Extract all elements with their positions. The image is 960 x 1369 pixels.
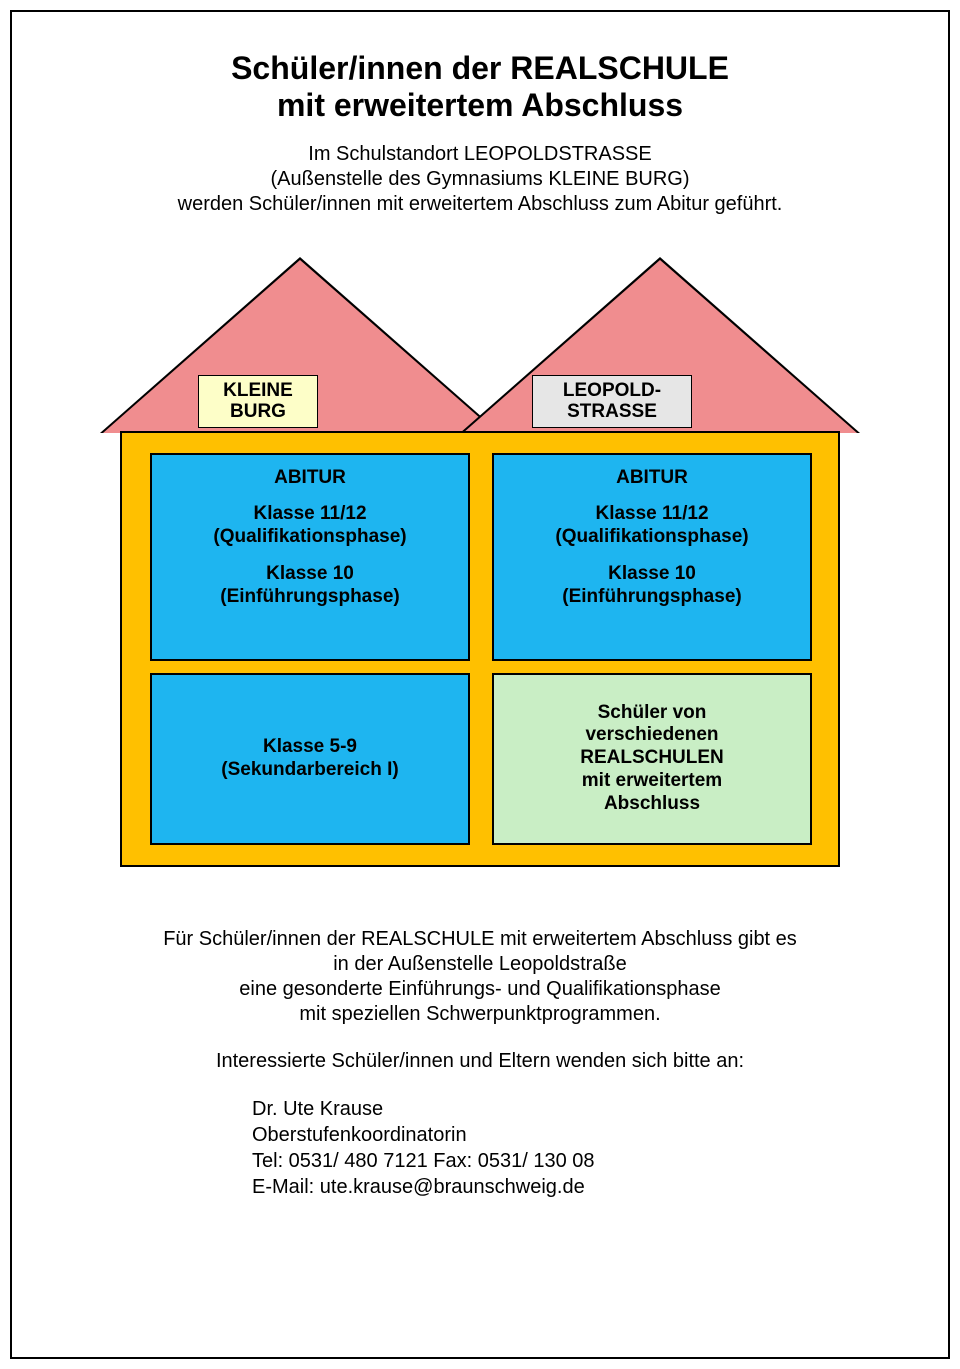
klasse-11-12-block: Klasse 11/12 (Qualifikationsphase) — [162, 503, 458, 549]
footer-paragraph-2: Interessierte Schüler/innen und Eltern w… — [82, 1049, 878, 1074]
contact-role: Oberstufenkoordinatorin — [252, 1124, 467, 1146]
document-page: Schüler/innen der REALSCHULE mit erweite… — [10, 10, 950, 1359]
klasse-11-12-block: Klasse 11/12 (Qualifikationsphase) — [504, 503, 800, 549]
line: eine gesonderte Einführungs- und Qualifi… — [239, 978, 720, 1000]
line: Klasse 10 — [608, 563, 696, 584]
line: REALSCHULEN — [580, 747, 724, 768]
box-kleine-burg-upper: ABITUR Klasse 11/12 (Qualifikationsphase… — [150, 453, 470, 661]
school-houses-diagram: KLEINE BURG LEOPOLD- STRASSE ABITUR Klas… — [120, 257, 840, 867]
intro-line-3: werden Schüler/innen mit erweitertem Abs… — [178, 193, 783, 215]
line: (Qualifikationsphase) — [213, 526, 406, 547]
box-content: Klasse 5-9 (Sekundarbereich I) — [152, 675, 468, 843]
contact-name: Dr. Ute Krause — [252, 1098, 383, 1120]
title-line-2: mit erweitertem Abschluss — [277, 87, 683, 123]
line: (Einführungsphase) — [562, 586, 741, 607]
line: Klasse 5-9 — [263, 736, 357, 757]
box-content: Schüler von verschiedenen REALSCHULEN mi… — [494, 675, 810, 843]
klasse-5-9-block: Klasse 5-9 (Sekundarbereich I) — [162, 736, 458, 782]
line: mit erweitertem — [582, 770, 722, 791]
line: Für Schüler/innen der REALSCHULE mit erw… — [163, 928, 797, 950]
line: (Einführungsphase) — [220, 586, 399, 607]
intro-paragraph: Im Schulstandort LEOPOLDSTRASSE (Außenst… — [82, 142, 878, 217]
abitur-heading: ABITUR — [504, 467, 800, 490]
line: (Sekundarbereich I) — [221, 759, 398, 780]
title-line-1: Schüler/innen der REALSCHULE — [231, 50, 729, 86]
contact-email: E-Mail: ute.krause@braunschweig.de — [252, 1176, 585, 1198]
line: Klasse 11/12 — [595, 503, 708, 524]
line: in der Außenstelle Leopoldstraße — [333, 953, 627, 975]
box-content: ABITUR Klasse 11/12 (Qualifikationsphase… — [494, 455, 810, 621]
realschulen-block: Schüler von verschiedenen REALSCHULEN mi… — [504, 702, 800, 816]
line: (Qualifikationsphase) — [555, 526, 748, 547]
roof-right-label-line-2: STRASSE — [567, 401, 657, 422]
intro-line-1: Im Schulstandort LEOPOLDSTRASSE — [308, 143, 651, 165]
footer-paragraph-1: Für Schüler/innen der REALSCHULE mit erw… — [82, 927, 878, 1027]
roof-left-label-line-1: KLEINE — [223, 380, 293, 401]
roof-right-label-line-1: LEOPOLD- — [563, 380, 661, 401]
line: mit speziellen Schwerpunktprogrammen. — [299, 1003, 660, 1025]
line: Schüler von — [598, 702, 707, 723]
box-kleine-burg-lower: Klasse 5-9 (Sekundarbereich I) — [150, 673, 470, 845]
contact-tel-fax: Tel: 0531/ 480 7121 Fax: 0531/ 130 08 — [252, 1150, 595, 1172]
line: Klasse 10 — [266, 563, 354, 584]
intro-line-2: (Außenstelle des Gymnasiums KLEINE BURG) — [270, 168, 689, 190]
roof-label-kleine-burg: KLEINE BURG — [198, 375, 318, 429]
box-leopold-lower: Schüler von verschiedenen REALSCHULEN mi… — [492, 673, 812, 845]
box-leopold-upper: ABITUR Klasse 11/12 (Qualifikationsphase… — [492, 453, 812, 661]
line: verschiedenen — [585, 724, 718, 745]
line: Klasse 11/12 — [253, 503, 366, 524]
contact-info: Dr. Ute Krause Oberstufenkoordinatorin T… — [252, 1096, 878, 1200]
line: Interessierte Schüler/innen und Eltern w… — [216, 1050, 744, 1072]
abitur-heading: ABITUR — [162, 467, 458, 490]
page-title: Schüler/innen der REALSCHULE mit erweite… — [82, 50, 878, 124]
roof-label-leopoldstrasse: LEOPOLD- STRASSE — [532, 375, 692, 429]
klasse-10-block: Klasse 10 (Einführungsphase) — [504, 563, 800, 609]
box-content: ABITUR Klasse 11/12 (Qualifikationsphase… — [152, 455, 468, 621]
roof-left-label-line-2: BURG — [230, 401, 286, 422]
klasse-10-block: Klasse 10 (Einführungsphase) — [162, 563, 458, 609]
line: Abschluss — [604, 793, 700, 814]
